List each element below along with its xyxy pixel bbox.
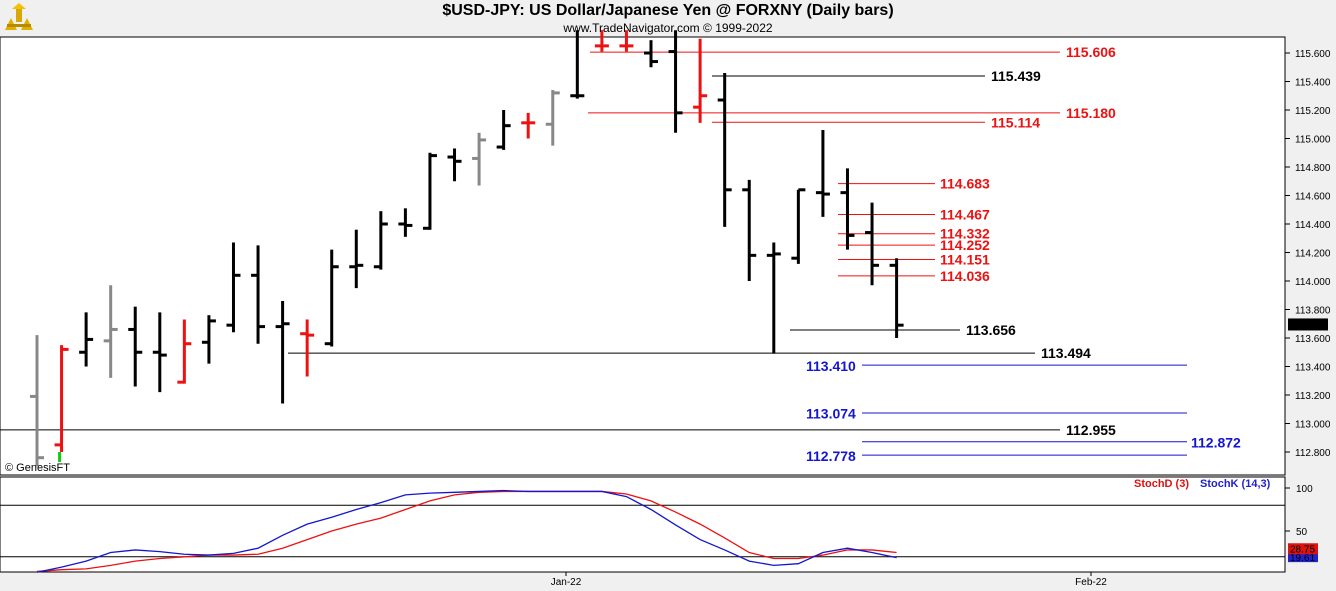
price-y-tick-label: 113.800 bbox=[1295, 306, 1331, 317]
level-label: 114.683 bbox=[940, 176, 990, 192]
watermark: © GenesisFT bbox=[5, 462, 70, 474]
level-label: 113.656 bbox=[966, 322, 1016, 338]
level-label: 114.151 bbox=[940, 252, 990, 268]
stochastic-panel bbox=[0, 476, 1286, 573]
price-y-tick-label: 113.600 bbox=[1295, 334, 1331, 345]
stoch-y-tick-label: 50 bbox=[1296, 527, 1308, 538]
price-y-tick-label: 114.200 bbox=[1295, 249, 1331, 260]
x-axis: Jan-22 Feb-22 bbox=[551, 572, 1107, 588]
price-y-tick-label: 115.600 bbox=[1295, 49, 1331, 60]
level-label: 115.180 bbox=[1066, 105, 1116, 121]
level-label: 114.467 bbox=[940, 206, 990, 222]
level-label: 114.332 bbox=[940, 226, 990, 242]
price-y-tick-label: 113.200 bbox=[1295, 391, 1331, 402]
stochd-last-marker bbox=[1288, 543, 1318, 555]
price-y-tick-label: 115.200 bbox=[1295, 106, 1331, 117]
last-price-marker bbox=[1288, 318, 1328, 331]
price-panel bbox=[0, 36, 1286, 476]
price-y-tick-label: 113.000 bbox=[1295, 420, 1331, 431]
stochk-last-marker bbox=[1288, 552, 1318, 563]
level-label: 114.252 bbox=[940, 237, 990, 253]
price-y-tick-label: 114.000 bbox=[1295, 277, 1331, 288]
genesis-logo-icon bbox=[5, 3, 33, 30]
stochd-legend: StochD (3) bbox=[1134, 478, 1189, 490]
level-label: 112.778 bbox=[806, 448, 856, 464]
level-label: 115.606 bbox=[1066, 44, 1116, 60]
level-label: 112.955 bbox=[1066, 422, 1116, 438]
last-price-value: 113.695 bbox=[1289, 320, 1325, 331]
x-tick-label: Feb-22 bbox=[1075, 577, 1107, 588]
chart-title: $USD-JPY: US Dollar/Japanese Yen @ FORXN… bbox=[442, 2, 894, 19]
price-y-tick-label: 112.800 bbox=[1295, 448, 1331, 459]
price-y-axis: 112.800 113.000 113.200 113.400 113.600 113.8… bbox=[1285, 49, 1331, 459]
stochk-line bbox=[36, 489, 897, 573]
level-label: 113.410 bbox=[806, 358, 856, 374]
stochastic-lines: 100 50 StochD (3) StochK (14,3) bbox=[0, 478, 1313, 573]
chart-copyright: www.TradeNavigator.com © 1999-2022 bbox=[563, 21, 773, 35]
stoch-y-tick-label: 100 bbox=[1296, 484, 1313, 495]
price-y-tick-label: 115.000 bbox=[1295, 135, 1331, 146]
price-y-tick-label: 114.600 bbox=[1295, 192, 1331, 203]
price-y-tick-label: 114.800 bbox=[1295, 163, 1331, 174]
stochd-last-value: 28.75 bbox=[1290, 544, 1315, 555]
level-label: 112.872 bbox=[1191, 435, 1241, 451]
price-levels: 115.606 115.439 115.180 115.114 114.683 114.4… bbox=[0, 44, 1241, 464]
price-y-tick-label: 115.400 bbox=[1295, 78, 1331, 89]
level-label: 113.074 bbox=[806, 406, 856, 422]
x-tick-label: Jan-22 bbox=[551, 577, 582, 588]
price-y-tick-label: 114.400 bbox=[1295, 220, 1331, 231]
stochd-line bbox=[36, 490, 897, 573]
level-label: 115.114 bbox=[991, 114, 1040, 130]
stochk-last-value: 19.61 bbox=[1290, 553, 1315, 564]
level-label: 114.036 bbox=[940, 268, 990, 284]
stochk-legend: StochK (14,3) bbox=[1200, 478, 1271, 490]
level-label: 113.494 bbox=[1041, 345, 1091, 361]
ohlc-bars: © GenesisFT bbox=[5, 30, 904, 474]
price-y-tick-label: 113.400 bbox=[1295, 363, 1331, 374]
level-label: 115.439 bbox=[991, 68, 1041, 84]
